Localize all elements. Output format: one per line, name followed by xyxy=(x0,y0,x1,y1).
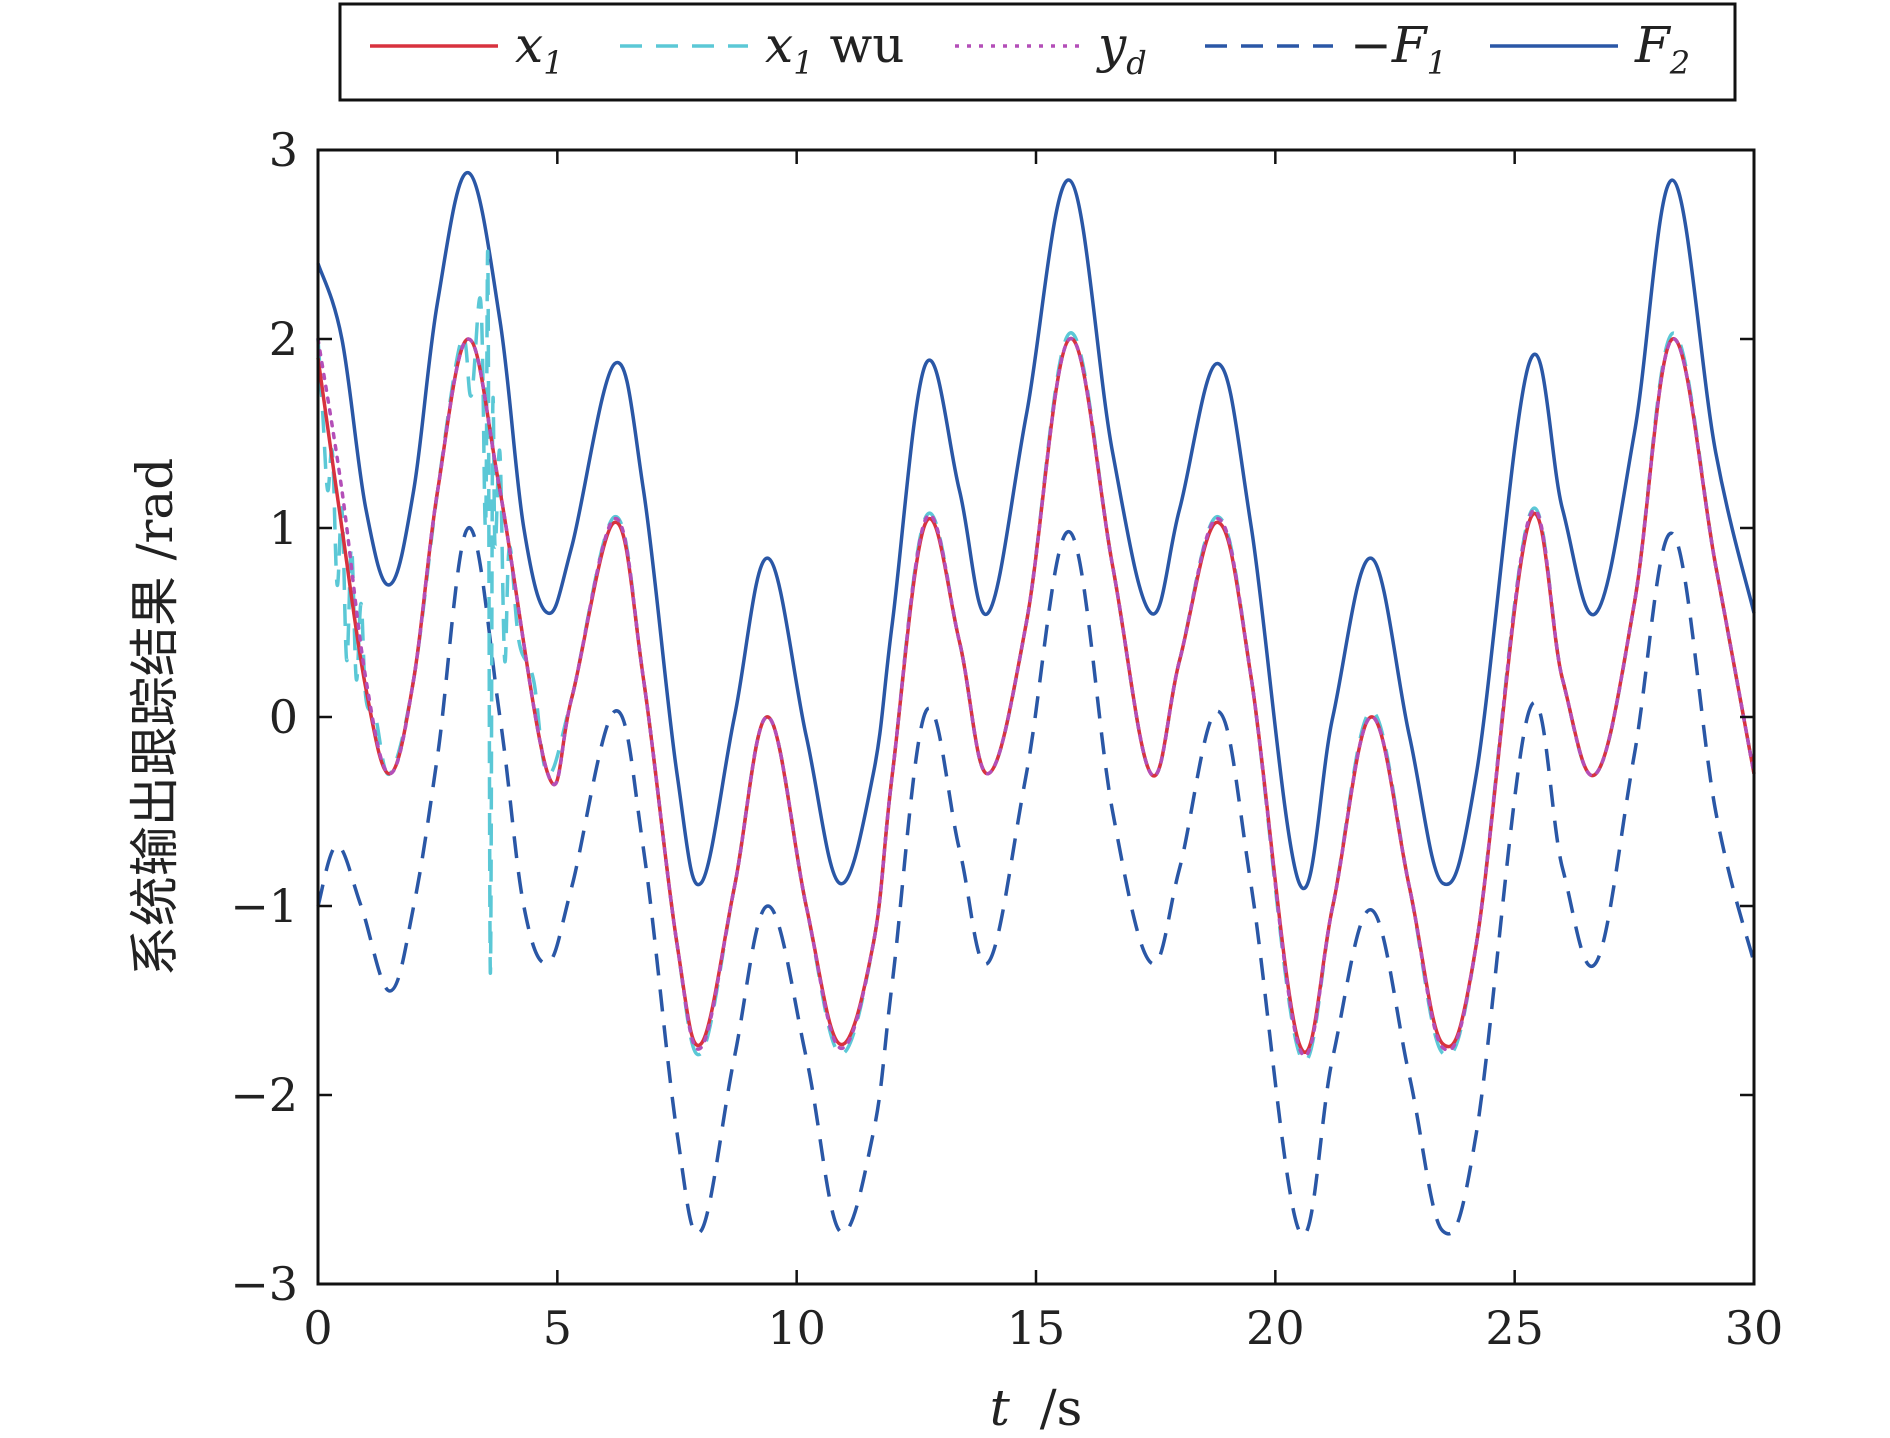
legend-label-negF1: −F1 xyxy=(1350,16,1447,82)
series-line-negF1 xyxy=(316,526,1756,1237)
legend-box xyxy=(338,2,1737,102)
svg-text:t /s: t /s xyxy=(990,1379,1083,1437)
legend-item-F2: F2 xyxy=(1490,16,1690,82)
legend-entries: x1 x1 wu yd −F1 F2 xyxy=(370,16,1690,82)
legend-item-negF1: −F1 xyxy=(1205,16,1447,82)
y-tick-label: −1 xyxy=(230,879,298,933)
y-tick-label: 2 xyxy=(269,312,298,366)
y-tick-label: −3 xyxy=(230,1257,298,1311)
x-tick-label: 0 xyxy=(303,1301,332,1355)
legend-item-yd: yd xyxy=(955,16,1147,82)
y-tick-label: −2 xyxy=(230,1068,298,1122)
x-tick-label: 20 xyxy=(1246,1301,1305,1355)
y-tick-label: 3 xyxy=(269,123,298,177)
series-line-F2 xyxy=(316,170,1756,891)
x-tick-label: 25 xyxy=(1485,1301,1544,1355)
series-line-yd xyxy=(316,337,1756,1058)
legend-item-x1: x1 xyxy=(370,16,564,82)
x-tick-label: 30 xyxy=(1725,1301,1784,1355)
legend-label-yd: yd xyxy=(1096,16,1147,82)
plot-area: 0 5 10 15 20 25 30 −3 −2 −1 0 1 2 3 xyxy=(230,123,1783,1355)
legend-label-x1wu: x1 wu xyxy=(765,16,904,82)
legend-label-F2: F2 xyxy=(1634,16,1690,82)
legend-label-x1: x1 xyxy=(515,16,564,82)
y-tick-label: 1 xyxy=(269,501,298,555)
series-layer xyxy=(316,170,1756,1237)
x-axis-label-unit: /s xyxy=(1040,1379,1083,1437)
x-axis-label: t /s xyxy=(990,1379,1083,1437)
y-tick-label: 0 xyxy=(269,690,298,744)
x-tick-label: 10 xyxy=(767,1301,826,1355)
x-tick-label: 15 xyxy=(1007,1301,1066,1355)
y-axis-label: 系统输出跟踪结果 /rad xyxy=(126,458,184,976)
legend: x1 x1 wu yd −F1 F2 xyxy=(338,2,1737,102)
ticks-layer: 0 5 10 15 20 25 30 −3 −2 −1 0 1 2 3 xyxy=(230,123,1783,1355)
x-tick-label: 5 xyxy=(543,1301,572,1355)
x-axis-label-var: t xyxy=(990,1379,1011,1437)
legend-item-x1wu: x1 wu xyxy=(620,16,904,82)
